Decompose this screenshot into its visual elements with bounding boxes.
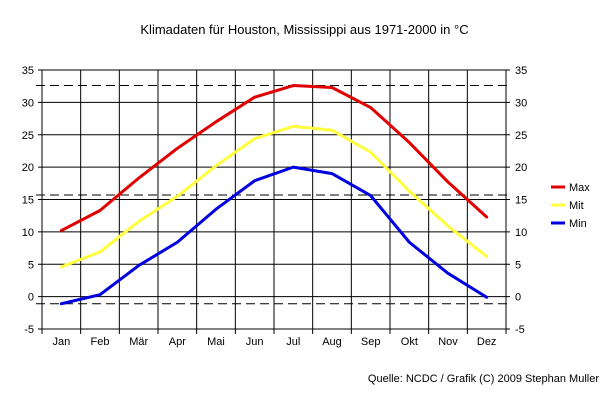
source-credit: Quelle: NCDC / Grafik (C) 2009 Stephan M…	[367, 373, 599, 385]
chart-title: Klimadaten für Houston, Mississippi aus …	[140, 22, 469, 37]
x-tick-label: Mai	[207, 336, 225, 348]
y-tick-label-right: 25	[515, 130, 527, 142]
legend-label-min: Min	[569, 218, 587, 230]
y-tick-label-left: 20	[22, 162, 34, 174]
x-tick-label: Sep	[361, 336, 381, 348]
series-line-max	[59, 84, 489, 233]
series-line-mit	[59, 124, 489, 269]
x-tick-label: Jan	[52, 336, 70, 348]
x-tick-label: Dez	[477, 336, 497, 348]
x-tick-label: Jun	[246, 336, 264, 348]
y-tick-label-right: 30	[515, 97, 527, 109]
y-tick-label-left: -5	[24, 324, 34, 336]
x-tick-label: Aug	[322, 336, 342, 348]
legend-label-mit: Mit	[569, 200, 584, 212]
y-tick-label-right: 35	[515, 65, 527, 77]
y-tick-label-left: 5	[28, 259, 34, 271]
x-tick-label: Nov	[438, 336, 458, 348]
y-tick-label-left: 30	[22, 97, 34, 109]
series-line-min	[59, 165, 489, 306]
y-tick-label-right: 20	[515, 162, 527, 174]
x-tick-label: Jul	[286, 336, 300, 348]
y-tick-label-right: -5	[515, 324, 525, 336]
x-tick-label: Apr	[169, 336, 186, 348]
y-tick-label-left: 25	[22, 130, 34, 142]
y-tick-label-left: 10	[22, 227, 34, 239]
legend-label-max: Max	[569, 182, 590, 194]
y-tick-label-left: 35	[22, 65, 34, 77]
y-tick-label-right: 15	[515, 195, 527, 207]
x-tick-label: Mär	[129, 336, 148, 348]
y-tick-label-left: 0	[28, 292, 34, 304]
y-tick-label-right: 10	[515, 227, 527, 239]
y-tick-label-right: 5	[515, 259, 521, 271]
y-tick-label-left: 15	[22, 195, 34, 207]
x-tick-label: Feb	[91, 336, 110, 348]
x-tick-label: Okt	[401, 336, 418, 348]
y-tick-label-right: 0	[515, 292, 521, 304]
